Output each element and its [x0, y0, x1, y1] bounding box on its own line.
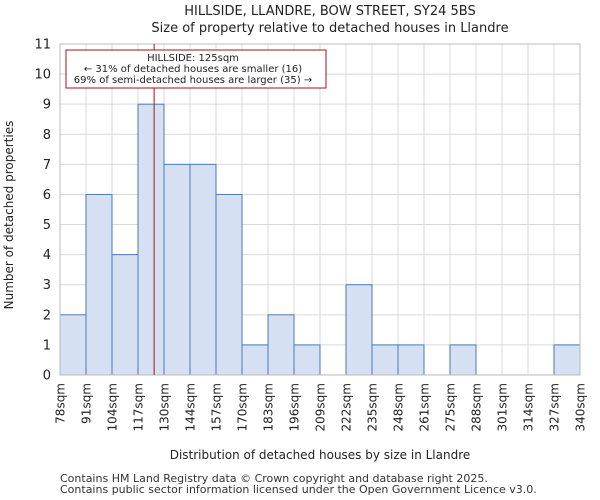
x-tick-label: 314sqm [522, 383, 536, 431]
x-tick-label: 104sqm [106, 383, 120, 431]
y-tick-label: 5 [43, 218, 51, 233]
y-tick-label: 0 [43, 369, 51, 384]
x-tick-label: 235sqm [366, 383, 380, 431]
histogram-bar [553, 344, 581, 376]
footer-licence: Contains public sector information licen… [60, 483, 537, 496]
y-tick-label: 7 [43, 158, 51, 173]
x-tick-label: 248sqm [392, 383, 406, 431]
histogram-bar [449, 344, 477, 376]
x-tick-label: 196sqm [288, 383, 302, 431]
histogram-bar [397, 344, 425, 376]
y-tick-label: 4 [43, 248, 51, 263]
y-axis-label: Number of detached properties [2, 121, 16, 310]
chart-title: HILLSIDE, LLANDRE, BOW STREET, SY24 5BS [184, 4, 475, 19]
histogram-bar [137, 103, 165, 376]
x-tick-label: 130sqm [158, 383, 172, 431]
y-tick-label: 8 [43, 128, 51, 143]
x-tick-label: 183sqm [262, 383, 276, 431]
x-tick-label: 157sqm [210, 383, 224, 431]
y-tick-label: 10 [34, 68, 51, 83]
annotation-box [65, 49, 327, 89]
marker-annotation: HILLSIDE: 125sqm ← 31% of detached house… [65, 49, 327, 89]
y-tick-label: 2 [43, 308, 51, 323]
histogram-bar [345, 284, 373, 376]
y-tick-label: 1 [43, 338, 51, 353]
histogram-bar [293, 344, 321, 376]
y-tick-label: 11 [34, 38, 51, 53]
x-tick-label: 144sqm [184, 383, 198, 431]
bar-series [59, 103, 581, 376]
chart-subtitle: Size of property relative to detached ho… [151, 21, 508, 36]
x-tick-label: 327sqm [548, 383, 562, 431]
x-tick-label: 91sqm [80, 383, 94, 424]
x-tick-labels: 78sqm 91sqm 104sqm 117sqm 130sqm 144sqm 157sqm… [54, 383, 588, 431]
histogram-bar [189, 163, 217, 376]
x-tick-label: 288sqm [470, 383, 484, 431]
x-tick-label: 78sqm [54, 383, 68, 424]
y-tick-label: 9 [43, 98, 51, 113]
annotation-line-3: 69% of semi-detached houses are larger (… [74, 75, 312, 86]
x-tick-label: 209sqm [314, 383, 328, 431]
histogram-bar [111, 254, 139, 376]
histogram-bar [371, 344, 399, 376]
x-axis-label: Distribution of detached houses by size … [170, 448, 471, 462]
histogram-bar [85, 193, 113, 376]
x-tick-label: 222sqm [340, 383, 354, 431]
x-tick-label: 340sqm [574, 383, 588, 431]
histogram-bar [241, 344, 269, 376]
plot-frame [59, 43, 581, 376]
x-tick-label: 170sqm [236, 383, 250, 431]
footer-copyright: Contains HM Land Registry data © Crown c… [60, 472, 488, 485]
x-tick-label: 117sqm [132, 383, 146, 431]
y-tick-label: 6 [43, 188, 51, 203]
annotation-line-1: HILLSIDE: 125sqm [147, 53, 239, 64]
histogram-bar [59, 314, 87, 376]
axes [59, 43, 581, 376]
histogram-bar [215, 193, 243, 376]
y-tick-labels: 0 1 2 3 4 5 6 7 8 9 10 11 [34, 38, 51, 384]
x-tick-label: 261sqm [418, 383, 432, 431]
x-tick-label: 301sqm [496, 383, 510, 431]
histogram-bar [163, 163, 191, 376]
y-tick-label: 3 [43, 278, 51, 293]
annotation-line-2: ← 31% of detached houses are smaller (16… [84, 64, 302, 75]
x-tick-label: 275sqm [444, 383, 458, 431]
histogram-bar [267, 314, 295, 376]
